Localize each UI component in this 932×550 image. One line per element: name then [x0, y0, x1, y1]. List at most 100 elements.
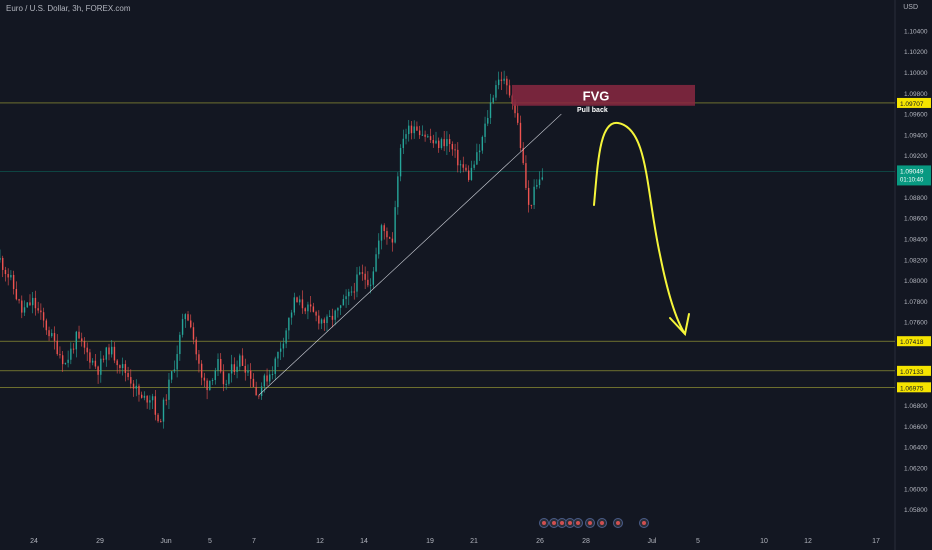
x-tick-label: Jul	[648, 538, 657, 545]
candle-body	[4, 269, 7, 275]
x-tick-label: 17	[872, 538, 880, 545]
candle-body	[361, 272, 364, 274]
candle-body	[489, 102, 492, 118]
candle-body	[443, 139, 445, 147]
candle-body	[424, 134, 426, 137]
candle-body	[192, 327, 195, 340]
candle-body	[42, 312, 45, 321]
candle-body	[56, 340, 58, 355]
candle-body	[75, 331, 77, 350]
candle-body	[2, 257, 4, 270]
candle-body	[372, 271, 375, 285]
candle-body	[40, 310, 42, 313]
candle-body	[320, 319, 323, 324]
candle-body	[176, 354, 178, 370]
candle-body	[277, 351, 279, 359]
candle-body	[473, 164, 475, 168]
candle-body	[290, 312, 293, 318]
candle-body	[462, 164, 464, 168]
candle-body	[476, 152, 478, 165]
level-price-tag	[897, 97, 931, 108]
candle-body	[470, 167, 473, 180]
pullback-label: Pull back	[577, 107, 608, 114]
candle-body	[154, 396, 157, 415]
candle-body	[266, 375, 268, 382]
candle-body	[391, 238, 394, 243]
candle-body	[209, 380, 211, 391]
candle-body	[67, 359, 69, 363]
y-tick-label: 1.06200	[904, 465, 928, 472]
y-tick-label: 1.10400	[904, 28, 928, 35]
candle-body	[143, 395, 146, 398]
x-tick-label: 10	[760, 538, 768, 545]
candle-body	[342, 299, 345, 306]
candle-body	[408, 125, 410, 135]
candle-body	[250, 370, 252, 379]
economic-event-flag	[642, 521, 646, 525]
candle-body	[465, 167, 467, 171]
candle-body	[497, 79, 500, 86]
candle-body	[364, 273, 366, 280]
candle-body	[386, 231, 388, 238]
level-price-label: 1.07418	[900, 339, 924, 346]
current-price-tag	[897, 165, 931, 186]
candle-body	[260, 386, 263, 396]
candle-body	[258, 395, 260, 397]
candle-body	[541, 177, 543, 180]
candle-body	[184, 314, 186, 320]
x-tick-label: 24	[30, 538, 38, 545]
candle-body	[536, 184, 538, 187]
candle-body	[198, 354, 200, 364]
candle-body	[53, 333, 56, 341]
candle-body	[435, 140, 437, 144]
candle-body	[274, 358, 276, 374]
economic-event-flag	[616, 521, 620, 525]
candle-body	[402, 138, 404, 149]
candle-body	[179, 334, 181, 355]
candle-body	[200, 363, 203, 378]
level-price-label: 1.09707	[900, 101, 924, 108]
candle-body	[233, 364, 236, 373]
candle-body	[37, 308, 39, 311]
x-tick-label: Jun	[160, 538, 171, 545]
candle-body	[271, 373, 274, 375]
candle-body	[508, 85, 511, 96]
candle-body	[279, 348, 282, 352]
candle-body	[492, 97, 494, 103]
candle-body	[124, 364, 127, 373]
candle-body	[418, 130, 421, 136]
x-tick-label: 14	[360, 538, 368, 545]
candle-body	[334, 310, 336, 320]
candle-body	[451, 144, 454, 150]
candle-body	[440, 139, 443, 148]
candle-body	[307, 304, 309, 312]
level-price-label: 1.06975	[900, 385, 924, 392]
candle-body	[438, 140, 440, 148]
candle-body	[350, 291, 353, 293]
economic-event-flag	[542, 521, 546, 525]
candle-body	[323, 319, 325, 324]
candle-body	[206, 380, 208, 391]
fvg-label: FVG	[583, 88, 610, 103]
y-tick-label: 1.08000	[904, 278, 928, 285]
candle-body	[116, 360, 118, 366]
candle-body	[89, 352, 91, 363]
candle-body	[228, 373, 230, 384]
candle-body	[244, 365, 246, 373]
x-tick-label: 26	[536, 538, 544, 545]
projection-arrow-head	[669, 313, 690, 337]
candle-body	[26, 302, 28, 308]
candle-body	[459, 164, 462, 166]
candle-body	[353, 291, 355, 293]
candle-body	[293, 297, 295, 313]
candle-body	[503, 78, 505, 81]
candle-body	[214, 370, 216, 381]
candle-body	[195, 339, 197, 355]
y-tick-label: 1.08200	[904, 257, 928, 264]
candle-body	[217, 358, 219, 371]
candle-body	[247, 370, 249, 373]
candle-body	[127, 372, 129, 378]
candle-body	[397, 176, 399, 208]
candle-body	[359, 272, 361, 275]
